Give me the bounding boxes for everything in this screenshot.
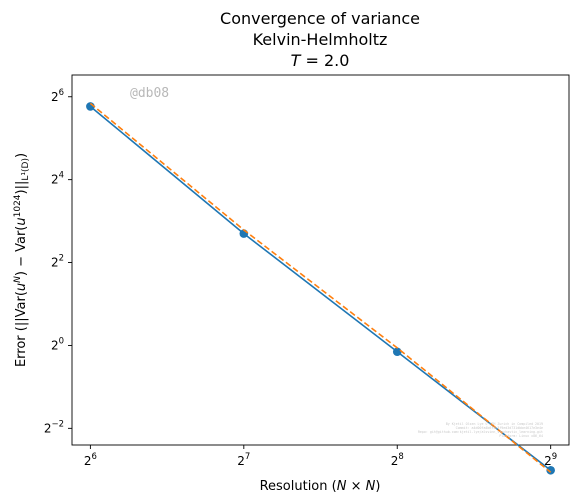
chart-title-line-2: Kelvin-Helmholtz [253, 30, 388, 49]
y-tick-base: 2 [44, 421, 52, 435]
x-tick-exponent: 8 [398, 452, 403, 462]
y-axis-label: Error (||Var(uN) − Var(u1024)||L¹(D)) [13, 153, 31, 367]
y-tick-label: 22 [51, 254, 64, 270]
y-label-mid: ) − Var( [14, 226, 29, 277]
y-tick-base: 2 [51, 90, 59, 104]
y-tick-label: 20 [51, 336, 64, 352]
title-time-value: = 2.0 [300, 51, 349, 70]
footnote-line: By Kjetil Olsen Lye © ETH Zurich in Comp… [446, 422, 543, 426]
y-label-sub: L¹(D) [21, 158, 31, 181]
y-label-post: )|| [14, 181, 29, 195]
footnote-line: Commit: a4d00fa4b6f5e3f9ed3d731dbbe4617e… [456, 426, 543, 430]
x-tick-base: 2 [391, 454, 399, 468]
y-tick-label: 2−2 [44, 419, 64, 435]
title-time-symbol: T [291, 51, 302, 70]
y-tick-exponent: −2 [51, 419, 64, 429]
data-point [392, 347, 402, 357]
y-tick-base: 2 [51, 338, 59, 352]
footnote-line: Repo: git@github.com:kjetil-lye/alsvinn_… [418, 430, 543, 434]
footnote-block: By Kjetil Olsen Lye © ETH Zurich in Comp… [418, 422, 543, 438]
x-axis-label-prefix: Resolution ( [260, 479, 337, 494]
y-label-u1: u [14, 283, 29, 291]
y-label-sup-n: N [13, 276, 23, 283]
y-label-pre: Error (||Var( [14, 291, 29, 367]
data-point [546, 465, 555, 475]
y-tick-exponent: 6 [59, 88, 64, 98]
x-axis-label-math: N × N [337, 479, 376, 494]
y-tick-base: 2 [51, 173, 59, 187]
x-tick-base: 2 [544, 454, 552, 468]
watermark-text: @db08 [130, 86, 169, 101]
plot-area [71, 74, 570, 446]
x-tick-label: 28 [391, 452, 404, 468]
chart-title-line-3: T = 2.0 [291, 51, 350, 70]
x-tick-label: 27 [237, 452, 250, 468]
x-tick-exponent: 9 [552, 452, 557, 462]
x-tick-label: 26 [84, 452, 97, 468]
y-tick-base: 2 [51, 256, 59, 270]
x-tick-base: 2 [84, 454, 92, 468]
y-label-sup-1024: 1024 [13, 194, 23, 217]
x-tick-label: 29 [544, 452, 557, 468]
y-tick-exponent: 0 [59, 336, 64, 346]
x-axis-ticks: 26 27 28 29 [84, 445, 557, 468]
x-axis-label: Resolution (N × N) [260, 479, 381, 494]
chart-title-line-1: Convergence of variance [220, 9, 420, 28]
y-tick-exponent: 2 [59, 254, 64, 264]
x-tick-exponent: 7 [245, 452, 250, 462]
y-tick-label: 24 [51, 171, 64, 187]
x-axis-label-suffix: ) [375, 479, 380, 494]
x-tick-exponent: 6 [91, 452, 96, 462]
series-layer [86, 102, 555, 475]
x-tick-base: 2 [237, 454, 245, 468]
series-line-2 [89, 102, 552, 473]
y-tick-label: 26 [51, 88, 64, 104]
y-label-u2: u [14, 217, 29, 225]
footnote-line: Platform: Linux x86_64 [499, 434, 543, 438]
y-tick-exponent: 4 [59, 171, 64, 181]
y-label-close: ) [14, 153, 29, 158]
